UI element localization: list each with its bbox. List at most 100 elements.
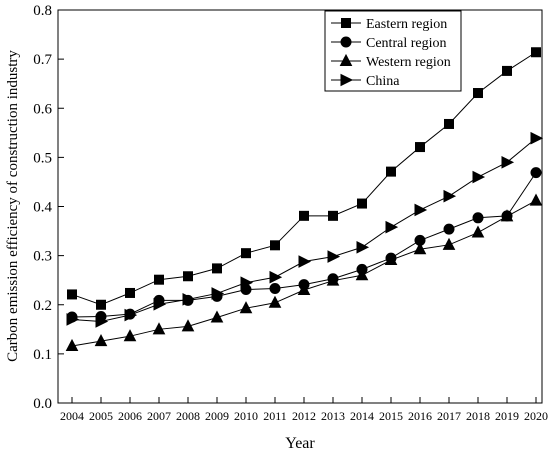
legend-marker-eastern-region	[341, 18, 351, 28]
data-point-eastern-region	[328, 210, 338, 221]
x-tick-label: 2015	[379, 409, 403, 423]
x-tick-label: 2018	[466, 409, 490, 423]
data-point-eastern-region	[154, 274, 164, 285]
data-point-western-region	[326, 273, 340, 286]
legend-label-central-region: Central region	[366, 36, 446, 51]
data-point-western-region	[442, 237, 456, 250]
series-line-eastern-region	[71, 51, 537, 306]
data-point-china	[530, 131, 544, 145]
legend-label-eastern-region: Eastern region	[366, 17, 447, 32]
x-tick-label: 2005	[89, 409, 113, 423]
data-point-western-region	[152, 322, 166, 335]
legend-marker-china	[340, 73, 354, 87]
data-point-china	[501, 155, 515, 169]
data-point-western-region	[239, 301, 253, 314]
data-point-western-region	[123, 329, 137, 342]
data-point-china	[240, 276, 254, 289]
data-point-china	[211, 287, 225, 300]
y-tick-label: 0.3	[33, 249, 52, 265]
legend-label-western-region: Western region	[366, 55, 451, 70]
data-point-western-region	[65, 338, 79, 352]
data-point-western-region	[94, 334, 108, 347]
y-tick-label: 0.5	[33, 150, 52, 166]
y-tick-label: 0.1	[33, 347, 52, 363]
y-tick-label: 0.7	[33, 52, 52, 68]
x-tick-label: 2007	[147, 409, 171, 423]
data-point-eastern-region	[183, 271, 193, 282]
data-point-western-region	[268, 295, 282, 308]
data-point-eastern-region	[125, 287, 135, 298]
x-tick-label: 2010	[234, 409, 258, 423]
x-tick-label: 2019	[495, 409, 519, 423]
data-point-china	[356, 240, 370, 254]
x-tick-label: 2009	[205, 409, 229, 423]
series-line-central-region	[71, 172, 537, 318]
data-point-central-region	[530, 167, 542, 179]
data-point-china	[182, 293, 196, 306]
data-point-china	[414, 203, 428, 217]
data-point-central-region	[443, 223, 455, 235]
x-tick-label: 2017	[437, 409, 461, 423]
data-point-western-region	[529, 193, 543, 206]
data-point-western-region	[181, 319, 195, 332]
y-tick-label: 0.8	[33, 3, 52, 19]
data-point-eastern-region	[444, 118, 454, 129]
x-tick-label: 2012	[292, 409, 316, 423]
legend-label-china: China	[366, 74, 400, 89]
data-point-eastern-region	[299, 210, 309, 221]
y-axis: 0.0 0.1 0.2 0.3 0.4 0.5 0.6 0.7 0.8	[33, 3, 64, 412]
data-point-western-region	[297, 282, 311, 296]
series-china	[66, 131, 544, 328]
x-axis-title: Year	[285, 435, 315, 452]
data-point-china	[298, 255, 312, 268]
data-point-western-region	[413, 242, 427, 255]
data-point-china	[385, 220, 399, 234]
x-tick-label: 2020	[524, 409, 548, 423]
x-tick-label: 2011	[263, 409, 287, 423]
y-tick-label: 0.0	[33, 396, 52, 412]
series-western-region	[65, 193, 543, 352]
data-point-china	[443, 189, 457, 203]
data-point-china	[124, 308, 138, 322]
data-point-eastern-region	[96, 299, 106, 310]
plot-frame	[57, 9, 543, 404]
data-point-western-region	[384, 252, 398, 266]
x-tick-label: 2014	[350, 409, 374, 423]
x-axis: 2004 2005 2006 2007 2008 2009 2010 2011 2012 2013…	[60, 397, 548, 423]
legend-marker-central-region	[340, 36, 352, 48]
data-point-china	[66, 313, 80, 326]
data-point-eastern-region	[502, 65, 512, 76]
series-eastern-region	[67, 47, 541, 310]
legend: Eastern region Central region Western regi…	[324, 10, 462, 92]
data-point-western-region	[500, 209, 514, 222]
x-tick-label: 2006	[118, 409, 142, 423]
data-point-china	[327, 250, 341, 263]
y-tick-label: 0.2	[33, 298, 52, 314]
data-point-china	[472, 170, 486, 184]
x-tick-label: 2004	[60, 409, 84, 423]
data-point-eastern-region	[212, 263, 222, 274]
data-point-eastern-region	[531, 47, 541, 58]
series-layer	[65, 47, 544, 352]
data-point-eastern-region	[357, 198, 367, 209]
data-point-eastern-region	[386, 166, 396, 177]
data-point-western-region	[471, 225, 485, 238]
data-point-central-region	[269, 283, 281, 295]
data-point-eastern-region	[241, 248, 251, 259]
data-point-china	[95, 315, 109, 328]
data-point-eastern-region	[270, 240, 280, 251]
y-axis-title: Carbon emission efficiency of constructi…	[5, 50, 21, 362]
data-point-western-region	[210, 310, 224, 323]
data-point-western-region	[355, 268, 369, 281]
legend-marker-western-region	[339, 53, 353, 66]
data-point-eastern-region	[473, 88, 483, 99]
data-point-china	[269, 270, 283, 284]
series-central-region	[66, 167, 542, 323]
data-point-eastern-region	[415, 142, 425, 153]
x-tick-label: 2008	[176, 409, 200, 423]
x-tick-label: 2013	[321, 409, 345, 423]
data-point-central-region	[472, 212, 484, 224]
data-point-eastern-region	[67, 289, 77, 300]
data-point-china	[153, 297, 167, 311]
